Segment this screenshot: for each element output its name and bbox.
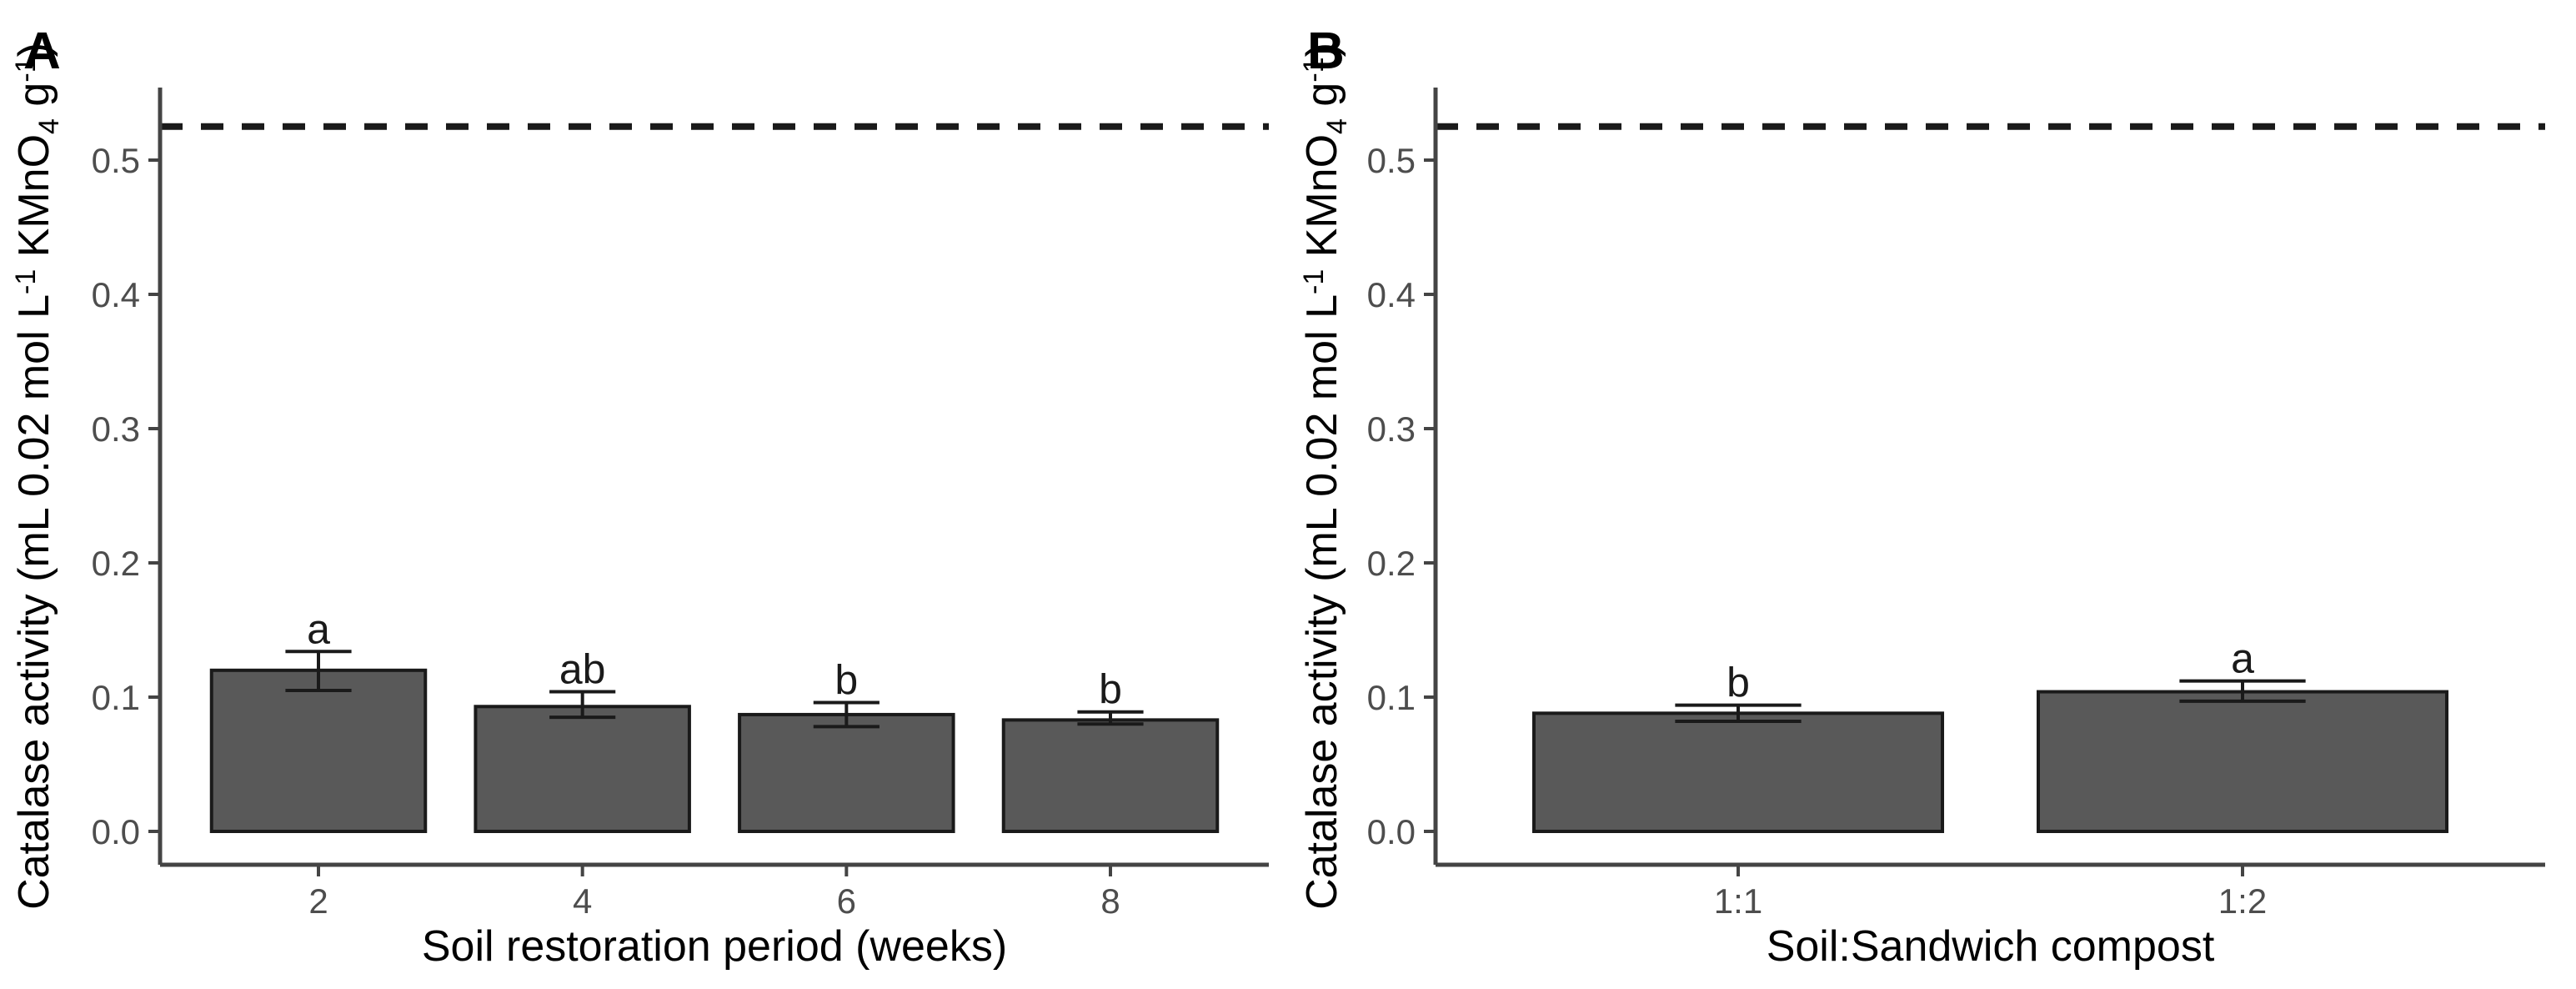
significance-letter: a [2231,635,2254,682]
x-tick-label: 4 [573,881,592,921]
x-axis-title: Soil:Sandwich compost [1767,922,2215,971]
y-tick-label: 0.2 [92,544,140,583]
significance-letter: b [1099,666,1122,713]
y-tick-label: 0.4 [92,275,140,314]
x-tick-label: 6 [837,881,856,921]
x-tick-label: 1:2 [2218,881,2267,921]
bar-1:2 [2036,690,2449,833]
y-tick-label: 0.0 [92,812,140,851]
y-axis-title: Catalase activity (mL 0.02 mol L-1 KMnO4… [10,43,65,910]
bar-4 [474,705,691,834]
y-tick-label: 0.1 [92,678,140,717]
significance-letter: b [1727,660,1750,706]
x-tick-label: 8 [1100,881,1120,921]
significance-letter: a [307,605,330,652]
bar-8 [1001,718,1220,833]
panel-a-chart: a ab b b 0.0 0.1 0.2 0.3 0.4 0.5 2 4 6 8 Soil restorat… [10,23,1269,971]
y-tick-label: 0.5 [92,141,140,180]
bar-6 [738,712,955,833]
y-tick-label: 0.4 [1367,275,1416,314]
panel-a: a ab b b 0.0 0.1 0.2 0.3 0.4 0.5 2 4 6 8 Soil restorat… [10,23,1269,971]
panel-label: B [1307,23,1345,80]
x-tick-label: 2 [308,881,328,921]
x-tick-label: 1:1 [1714,881,1762,921]
y-axis-title: Catalase activity (mL 0.02 mol L-1 KMnO4… [1298,43,1353,910]
panel-label: A [23,23,61,80]
bar-1:1 [1531,711,1945,833]
y-tick-label: 0.3 [1367,409,1416,449]
y-tick-label: 0.5 [1367,141,1416,180]
bar-2 [209,668,428,833]
y-tick-label: 0.3 [92,409,140,449]
significance-letter: ab [559,646,606,693]
y-tick-label: 0.0 [1367,812,1416,851]
y-tick-label: 0.2 [1367,544,1416,583]
x-axis-title: Soil restoration period (weeks) [422,922,1007,971]
y-tick-label: 0.1 [1367,678,1416,717]
panel-b-chart: b a 0.0 0.1 0.2 0.3 0.4 0.5 1:1 1:2Soil:Sandwich … [1298,23,2545,971]
significance-letter: b [834,656,858,703]
panel-b: b a 0.0 0.1 0.2 0.3 0.4 0.5 1:1 1:2 Soil:Sandwich … [1288,0,2576,989]
